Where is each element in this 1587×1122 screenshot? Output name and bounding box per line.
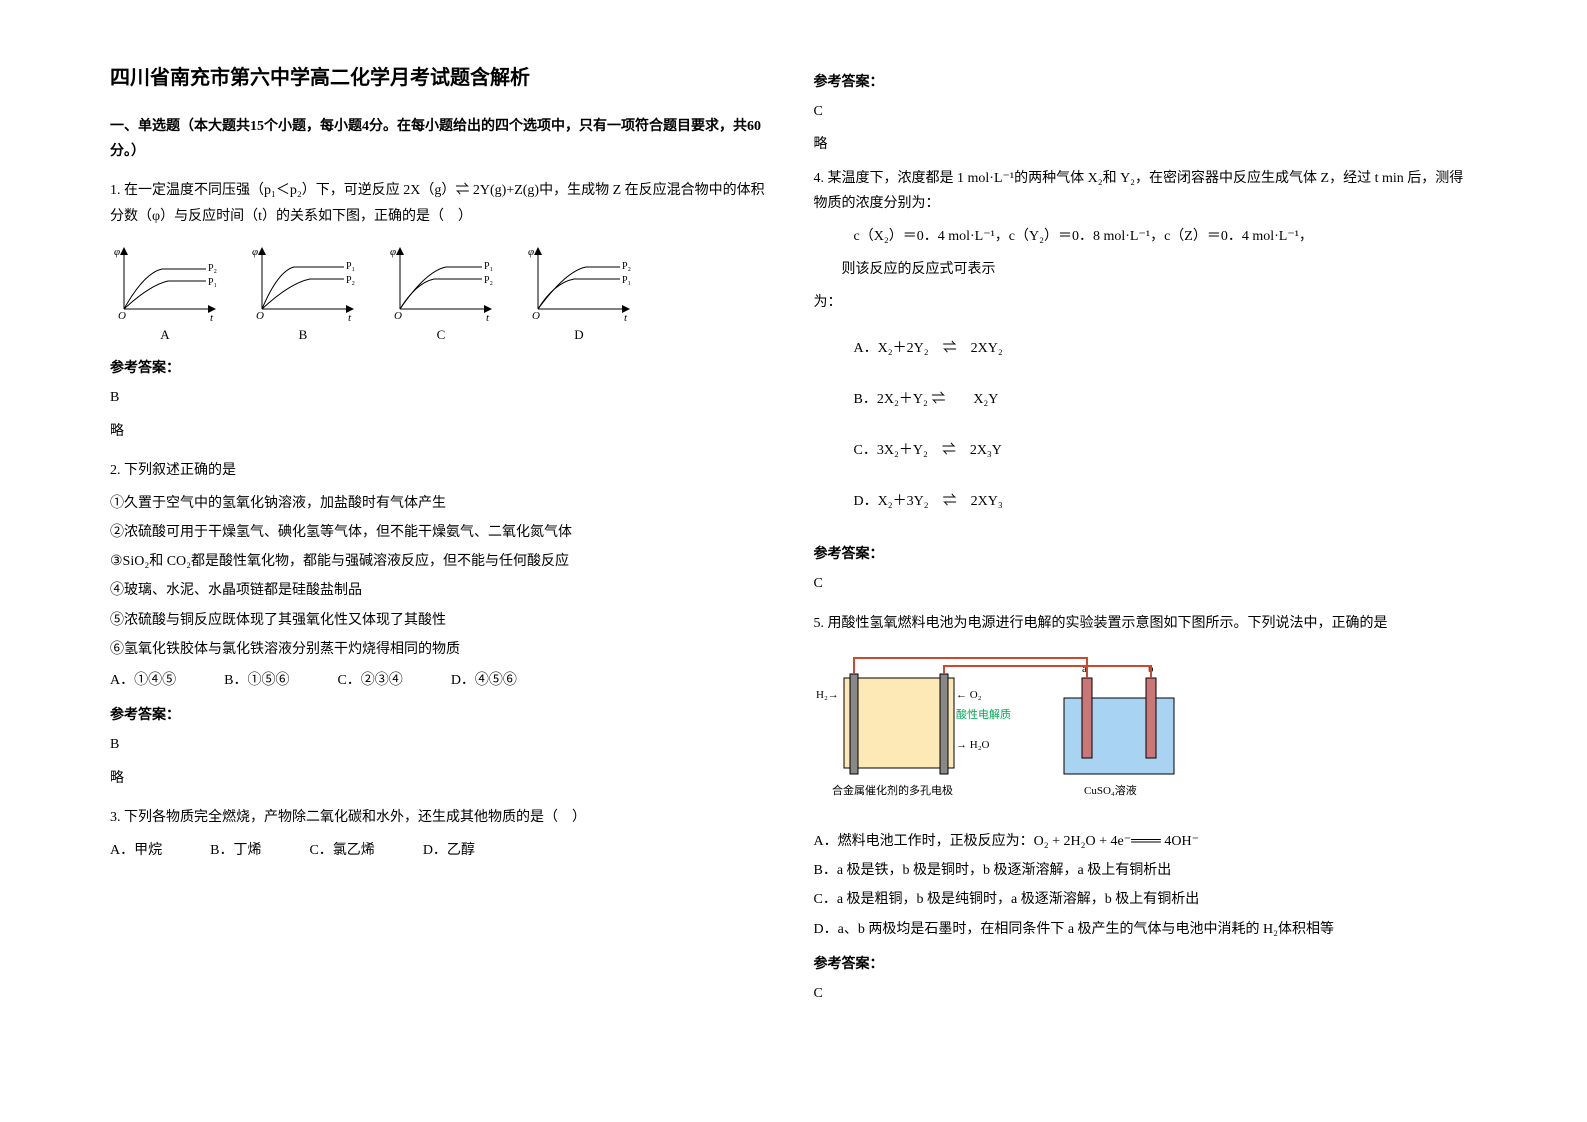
q4-optC: C．3X₂＋Y₂ ⇌ 2X₃Y [854, 438, 1186, 463]
svg-text:CuSO₄溶液: CuSO₄溶液 [1084, 783, 1137, 797]
svg-text:P₁: P₁ [208, 277, 217, 288]
q4-l3: 则该反应的反应式可表示 [814, 257, 1478, 282]
svg-text:P₂: P₂ [346, 275, 355, 286]
q1-charts: φ t O P₂ P₁ A φ t O [110, 243, 774, 346]
q2-s2: ②浓硫酸可用于干燥氢气、碘化氢等气体，但不能干燥氨气、二氧化氮气体 [110, 520, 774, 545]
q5-ans-label: 参考答案： [814, 952, 1478, 977]
chart-b-label: B [299, 323, 308, 346]
q5-optD: D．a、b 两极均是石墨时，在相同条件下 a 极产生的气体与电池中消耗的 H₂体… [814, 917, 1478, 942]
q5-options: A．燃料电池工作时，正极反应为：O₂ + 2H₂O + 4e⁻═══ 4OH⁻ … [814, 829, 1478, 942]
svg-text:酸性电解质: 酸性电解质 [956, 707, 1011, 721]
q5-ans: C [814, 981, 1478, 1006]
q3-optC: C．氯乙烯 [309, 838, 374, 863]
question-3: 3. 下列各物质完全燃烧，产物除二氧化碳和水外，还生成其他物质的是（ ） A．甲… [110, 805, 774, 863]
svg-text:H₂→: H₂→ [816, 689, 839, 701]
q4-ans: C [814, 571, 1478, 596]
q5-optB: B．a 极是铁，b 极是铜时，b 极逐渐溶解，a 极上有铜析出 [814, 858, 1478, 883]
chart-d-label: D [574, 323, 583, 346]
svg-text:t: t [210, 312, 214, 321]
q5-optC: C．a 极是粗铜，b 极是纯铜时，a 极逐渐溶解，b 极上有铜析出 [814, 887, 1478, 912]
svg-text:P₂: P₂ [484, 275, 493, 286]
q2-statements: ①久置于空气中的氢氧化钠溶液，加盐酸时有气体产生 ②浓硫酸可用于干燥氢气、碘化氢… [110, 491, 774, 662]
question-1: 1. 在一定温度不同压强（p₁＜p₂）下，可逆反应 2X（g）⇌ 2Y(g)+Z… [110, 178, 774, 443]
q1-ans-label: 参考答案： [110, 356, 774, 381]
q3-ans2: 略 [814, 132, 1478, 157]
svg-text:O: O [394, 310, 402, 321]
q2-optC: C．②③④ [337, 668, 402, 693]
right-column: 参考答案： C 略 4. 某温度下，浓度都是 1 mol·L⁻¹的两种气体 X₂… [794, 60, 1498, 1062]
q2-s3: ③SiO₂和 CO₂都是酸性氧化物，都能与强碱溶液反应，但不能与任何酸反应 [110, 549, 774, 574]
q3-optB: B．丁烯 [210, 838, 261, 863]
chart-c-svg: φ t O P₁ P₂ [386, 243, 496, 321]
chart-a-label: A [160, 323, 169, 346]
q2-ans: B [110, 732, 774, 757]
q4-optA: A．X₂＋2Y₂ ⇌ 2XY₂ [854, 336, 1186, 361]
svg-text:合金属催化剂的多孔电极: 合金属催化剂的多孔电极 [832, 783, 953, 797]
q1-ans: B [110, 385, 774, 410]
q2-optB: B．①⑤⑥ [224, 668, 289, 693]
chart-d: φ t O P₂ P₁ D [524, 243, 634, 346]
question-2: 2. 下列叙述正确的是 ①久置于空气中的氢氧化钠溶液，加盐酸时有气体产生 ②浓硫… [110, 458, 774, 791]
q3-ans-label: 参考答案： [814, 70, 1478, 95]
q3-options: A．甲烷 B．丁烯 C．氯乙烯 D．乙醇 [110, 838, 774, 863]
q4-l2: c（X₂）＝0．4 mol·L⁻¹，c（Y₂）＝0．8 mol·L⁻¹，c（Z）… [854, 224, 1478, 249]
q2-s4: ④玻璃、水泥、水晶项链都是硅酸盐制品 [110, 578, 774, 603]
q2-s5: ⑤浓硫酸与铜反应既体现了其强氧化性又体现了其酸性 [110, 608, 774, 633]
q1-text: 1. 在一定温度不同压强（p₁＜p₂）下，可逆反应 2X（g）⇌ 2Y(g)+Z… [110, 178, 774, 228]
svg-text:t: t [624, 312, 628, 321]
chart-d-svg: φ t O P₂ P₁ [524, 243, 634, 321]
svg-text:P₂: P₂ [622, 261, 631, 272]
left-column: 四川省南充市第六中学高二化学月考试题含解析 一、单选题（本大题共15个小题，每小… [90, 60, 794, 1062]
chart-c-label: C [437, 323, 446, 346]
question-5: 5. 用酸性氢氧燃料电池为电源进行电解的实验装置示意图如下图所示。下列说法中，正… [814, 611, 1478, 1007]
q2-s1: ①久置于空气中的氢氧化钠溶液，加盐酸时有气体产生 [110, 491, 774, 516]
svg-text:O: O [118, 310, 126, 321]
q5-optA: A．燃料电池工作时，正极反应为：O₂ + 2H₂O + 4e⁻═══ 4OH⁻ [814, 829, 1478, 854]
svg-text:P₁: P₁ [622, 275, 631, 286]
q3-ans: C [814, 99, 1478, 124]
q2-optD: D．④⑤⑥ [451, 668, 517, 693]
svg-text:O: O [532, 310, 540, 321]
q4-optB: B．2X₂＋Y₂ ⇌ X₂Y [854, 387, 1186, 412]
svg-text:φ: φ [528, 246, 534, 258]
chart-b-svg: φ t O P₁ P₂ [248, 243, 358, 321]
chart-a: φ t O P₂ P₁ A [110, 243, 220, 346]
svg-text:φ: φ [252, 246, 258, 258]
q1-ans2: 略 [110, 419, 774, 444]
svg-text:← O₂: ← O₂ [956, 689, 982, 701]
chart-b: φ t O P₁ P₂ B [248, 243, 358, 346]
svg-text:t: t [486, 312, 490, 321]
svg-text:O: O [256, 310, 264, 321]
q5-diagram: H₂→ ← O₂ 酸性电解质 → H₂O a b 合金属催化剂的多孔电极 CuS… [814, 648, 1478, 817]
svg-text:P₁: P₁ [346, 261, 355, 272]
q2-ans2: 略 [110, 766, 774, 791]
chart-c: φ t O P₁ P₂ C [386, 243, 496, 346]
page-title: 四川省南充市第六中学高二化学月考试题含解析 [110, 60, 774, 96]
q3-optA: A．甲烷 [110, 838, 162, 863]
q4-l1: 4. 某温度下，浓度都是 1 mol·L⁻¹的两种气体 X₂和 Y₂，在密闭容器… [814, 166, 1478, 216]
chart-a-svg: φ t O P₂ P₁ [110, 243, 220, 321]
q2-ans-label: 参考答案： [110, 703, 774, 728]
q4-ans-label: 参考答案： [814, 542, 1478, 567]
q2-options: A．①④⑤ B．①⑤⑥ C．②③④ D．④⑤⑥ [110, 668, 774, 693]
svg-text:→ H₂O: → H₂O [956, 739, 990, 751]
svg-text:φ: φ [114, 246, 120, 258]
q4-optD: D．X₂＋3Y₂ ⇌ 2XY₃ [854, 489, 1186, 514]
svg-text:P₂: P₂ [208, 263, 217, 274]
q4-l4: 为： [814, 290, 1478, 315]
q2-head: 2. 下列叙述正确的是 [110, 458, 774, 483]
svg-text:φ: φ [390, 246, 396, 258]
q3-text: 3. 下列各物质完全燃烧，产物除二氧化碳和水外，还生成其他物质的是（ ） [110, 805, 774, 830]
q4-options: A．X₂＋2Y₂ ⇌ 2XY₂ B．2X₂＋Y₂ ⇌ X₂Y C．3X₂＋Y₂ … [814, 328, 1478, 533]
q2-s6: ⑥氢氧化铁胶体与氯化铁溶液分别蒸干灼烧得相同的物质 [110, 637, 774, 662]
section-head: 一、单选题（本大题共15个小题，每小题4分。在每小题给出的四个选项中，只有一项符… [110, 114, 774, 164]
q3-optD: D．乙醇 [423, 838, 475, 863]
svg-text:t: t [348, 312, 352, 321]
svg-text:P₁: P₁ [484, 261, 493, 272]
q5-text: 5. 用酸性氢氧燃料电池为电源进行电解的实验装置示意图如下图所示。下列说法中，正… [814, 611, 1478, 636]
q2-optA: A．①④⑤ [110, 668, 176, 693]
q5-diagram-svg: H₂→ ← O₂ 酸性电解质 → H₂O a b 合金属催化剂的多孔电极 CuS… [814, 648, 1194, 808]
question-4: 4. 某温度下，浓度都是 1 mol·L⁻¹的两种气体 X₂和 Y₂，在密闭容器… [814, 166, 1478, 597]
